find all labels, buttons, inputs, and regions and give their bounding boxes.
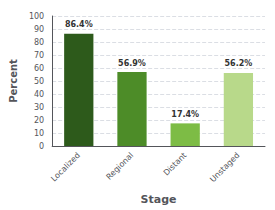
svg-text:56.9%: 56.9%	[118, 59, 146, 68]
svg-text:30: 30	[34, 103, 44, 112]
svg-text:Percent: Percent	[8, 59, 19, 103]
svg-text:Regional: Regional	[104, 151, 135, 182]
svg-text:100: 100	[29, 12, 44, 21]
svg-text:10: 10	[34, 129, 44, 138]
svg-text:90: 90	[34, 25, 44, 34]
svg-text:60: 60	[34, 64, 44, 73]
svg-text:20: 20	[34, 116, 44, 125]
svg-text:Distant: Distant	[162, 151, 189, 178]
svg-text:80: 80	[34, 38, 44, 47]
svg-text:40: 40	[34, 90, 44, 99]
svg-text:Localized: Localized	[49, 151, 82, 184]
svg-text:0: 0	[39, 142, 44, 151]
svg-text:Stage: Stage	[141, 193, 177, 206]
svg-text:Unstaged: Unstaged	[208, 151, 241, 184]
svg-text:86.4%: 86.4%	[65, 20, 93, 29]
svg-text:50: 50	[34, 77, 44, 86]
svg-text:56.2%: 56.2%	[225, 59, 253, 68]
svg-text:17.4%: 17.4%	[171, 110, 199, 119]
svg-text:70: 70	[34, 51, 44, 60]
